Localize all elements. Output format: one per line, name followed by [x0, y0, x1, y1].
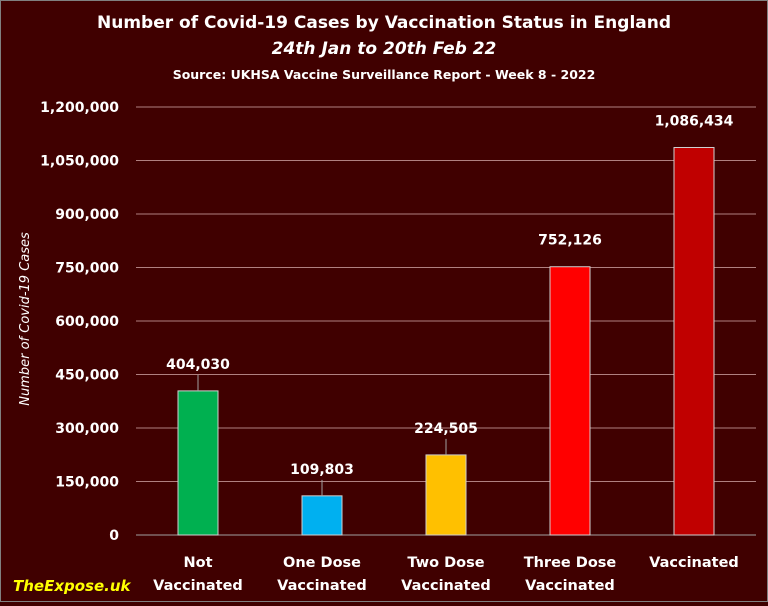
data-label: 1,086,434 — [655, 114, 734, 130]
y-tick-label: 1,050,000 — [40, 154, 119, 170]
x-tick-label: Three Dose — [524, 555, 617, 571]
data-label: 109,803 — [290, 462, 354, 478]
y-tick-label: 0 — [109, 528, 119, 544]
bar — [549, 266, 591, 536]
x-tick-label: Vaccinated — [277, 578, 367, 594]
chart-title: Number of Covid-19 Cases by Vaccination … — [97, 13, 671, 33]
x-tick-label: Vaccinated — [525, 578, 615, 594]
y-axis-label: Number of Covid-19 Cases — [18, 232, 33, 406]
bar — [301, 495, 343, 536]
x-tick-label: Two Dose — [407, 555, 484, 571]
x-tick-label: Vaccinated — [649, 555, 739, 571]
y-tick-label: 450,000 — [55, 368, 119, 384]
y-tick-label: 1,200,000 — [40, 100, 119, 116]
y-tick-label: 300,000 — [55, 421, 119, 437]
watermark: TheExpose.uk — [13, 577, 132, 595]
bar — [177, 390, 219, 536]
chart-source: Source: UKHSA Vaccine Surveillance Repor… — [173, 67, 596, 82]
y-tick-label: 150,000 — [55, 475, 119, 491]
bar — [673, 147, 715, 536]
y-tick-label: 900,000 — [55, 207, 119, 223]
data-label: 752,126 — [538, 233, 602, 249]
x-tick-label: Vaccinated — [401, 578, 491, 594]
y-tick-label: 750,000 — [55, 261, 119, 277]
bar — [425, 454, 467, 536]
x-tick-label: Not — [183, 555, 212, 571]
data-label: 404,030 — [166, 357, 230, 373]
data-label: 224,505 — [414, 421, 478, 437]
x-tick-label: One Dose — [283, 555, 361, 571]
chart-subtitle: 24th Jan to 20th Feb 22 — [272, 39, 497, 59]
y-tick-label: 600,000 — [55, 314, 119, 330]
x-tick-label: Vaccinated — [153, 578, 243, 594]
